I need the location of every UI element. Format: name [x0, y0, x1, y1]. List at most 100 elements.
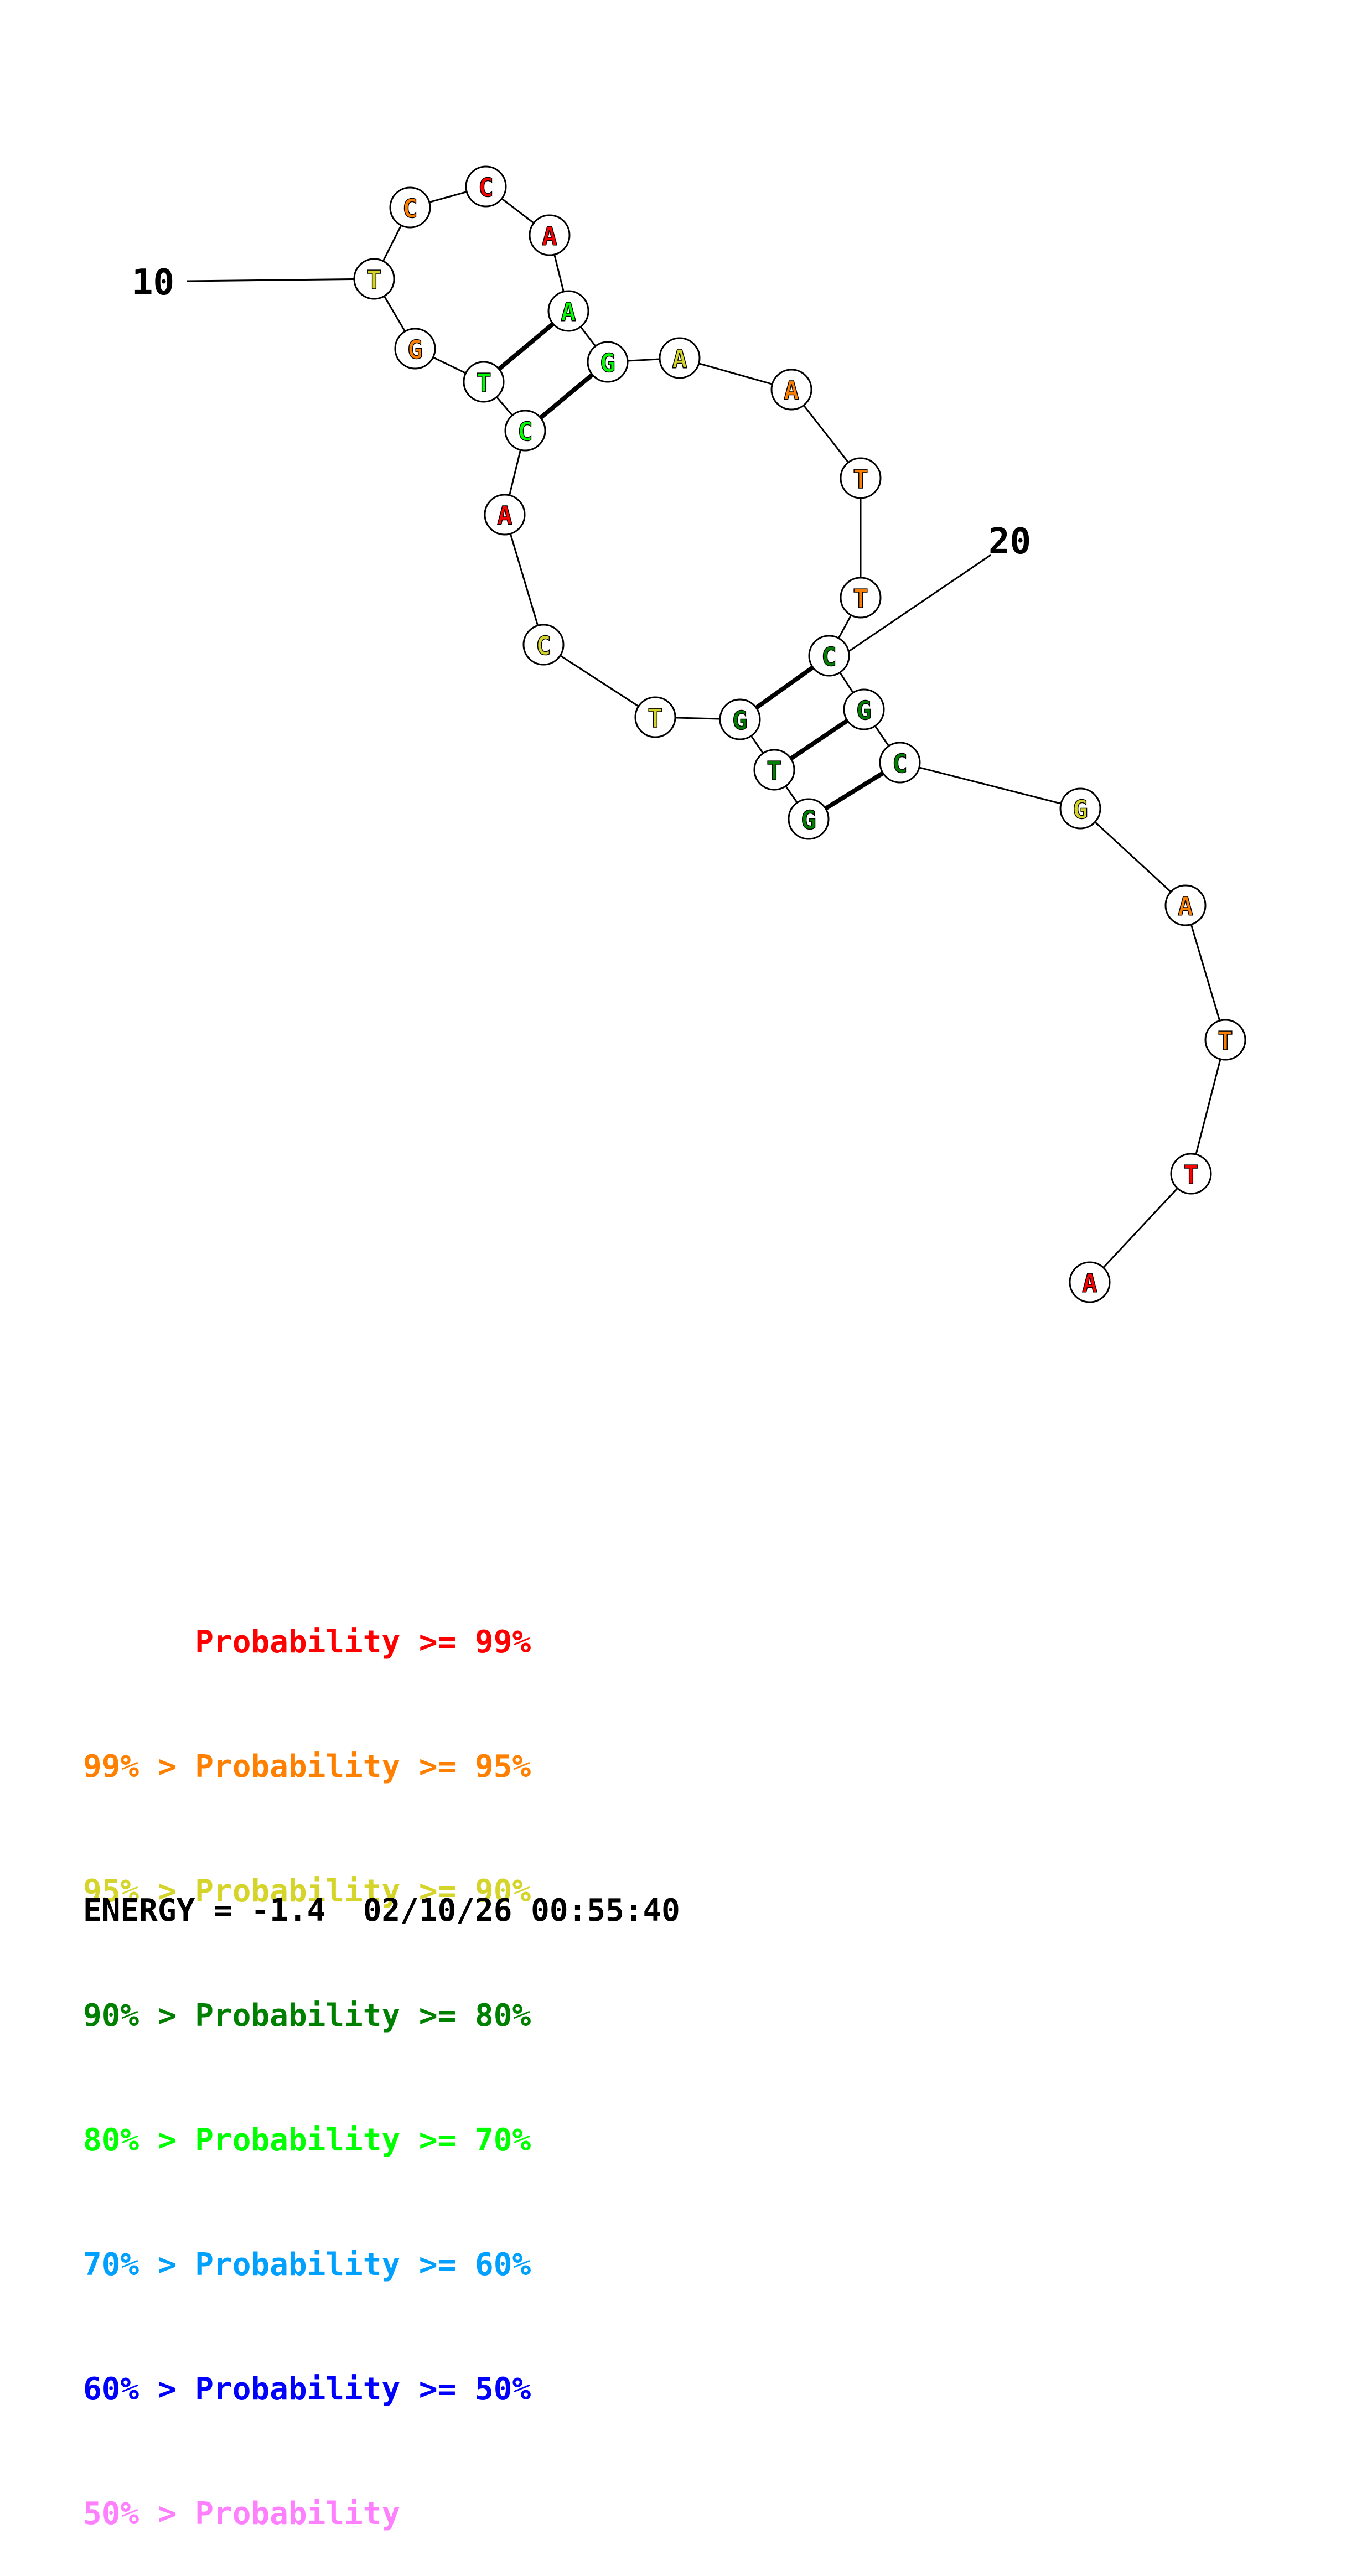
nucleotide-circle — [389, 186, 431, 229]
nucleotide-node: A — [1164, 884, 1207, 926]
position-ticks: 10 20 — [132, 262, 1031, 659]
nucleotide-letter: A — [672, 344, 687, 374]
legend-row-80: 90% > Probability >= 80% — [83, 1998, 531, 2034]
nucleotide-letter: A — [561, 297, 576, 327]
nucleotide-circle — [879, 742, 921, 784]
nucleotide-letter: C — [821, 642, 837, 672]
nucleotide-letter: A — [1178, 892, 1193, 921]
nucleotide-letter: T — [767, 756, 782, 786]
nucleotide-circle — [719, 698, 761, 740]
backbone-segment — [543, 644, 656, 718]
nucleotide-circle — [840, 577, 882, 619]
nucleotide-circle — [1170, 1153, 1212, 1195]
legend-row-below-50: 50% > Probability — [83, 2496, 401, 2532]
nucleotide-letter: C — [536, 631, 551, 661]
nucleotide-circle — [465, 165, 507, 208]
nucleotide-letter: T — [1183, 1160, 1199, 1190]
nucleotide-node: T — [840, 577, 882, 619]
nucleotide-circle — [1204, 1019, 1246, 1061]
nucleotide-circle — [504, 410, 546, 452]
nucleotide-circle — [843, 688, 885, 730]
tick-20-label: 20 — [988, 521, 1031, 562]
nucleotide-node: C — [504, 410, 546, 452]
backbone-segment — [1089, 1173, 1192, 1283]
nucleotide-letter: G — [600, 348, 615, 378]
nucleotide-circle — [1164, 884, 1207, 926]
nucleotide-letter: G — [407, 335, 423, 365]
tick-20-line — [838, 554, 991, 659]
nucleotide-node: T — [1170, 1153, 1212, 1195]
nucleotide-circle — [659, 337, 701, 379]
nucleotide-node: C — [389, 186, 431, 229]
nucleotide-node: C — [808, 635, 850, 677]
nucleotide-letter: T — [1218, 1026, 1233, 1056]
nucleotide-node: A — [484, 494, 526, 536]
nucleotide-circle — [634, 696, 676, 738]
nucleotide-node: C — [522, 624, 565, 666]
nucleotide-circle — [808, 635, 850, 677]
nucleotide-circle — [547, 290, 589, 332]
nucleotide-letter: A — [784, 376, 799, 406]
nucleotide-node: A — [659, 337, 701, 379]
nucleotide-letter: A — [542, 221, 557, 251]
nucleotide-node: G — [394, 328, 436, 370]
probability-legend: Probability >= 99% 99% > Probability >= … — [83, 1538, 531, 2576]
legend-row-70: 80% > Probability >= 70% — [83, 2122, 531, 2158]
nucleotide-letter: C — [517, 417, 533, 447]
legend-row-90: 95% > Probability >= 90% — [83, 1873, 531, 1909]
backbone-segment — [504, 514, 545, 645]
nucleotide-letter: T — [366, 265, 382, 295]
nucleotide-letter: T — [853, 584, 868, 614]
nucleotide-circle — [770, 369, 812, 411]
nucleotide-node: T — [840, 457, 882, 499]
nucleotide-letter: C — [478, 173, 494, 203]
nucleotide-circle — [788, 798, 830, 840]
legend-row-60: 70% > Probability >= 60% — [83, 2247, 531, 2283]
nucleotide-circle — [840, 457, 882, 499]
nucleotide-node: G — [843, 688, 885, 730]
backbone-lines — [373, 185, 1226, 1283]
nucleotide-node: A — [529, 214, 571, 256]
nucleotide-node: A — [547, 290, 589, 332]
nucleotide-node: G — [587, 341, 629, 383]
nucleotide-node: T — [353, 258, 395, 300]
nucleotide-letter: T — [648, 703, 663, 733]
nucleotide-circle — [394, 328, 436, 370]
nucleotide-circle — [587, 341, 629, 383]
legend-row-95: 99% > Probability >= 95% — [83, 1749, 531, 1785]
nucleotide-circle — [1069, 1261, 1111, 1303]
nucleotide-node: T — [463, 361, 505, 403]
backbone-segment — [899, 761, 1081, 810]
nucleotide-letter: T — [853, 464, 868, 494]
nucleotide-circle — [484, 494, 526, 536]
nucleotide-node: G — [1059, 787, 1101, 830]
legend-row-99: Probability >= 99% — [83, 1624, 531, 1660]
nucleotide-node: T — [1204, 1019, 1246, 1061]
legend-row-50: 60% > Probability >= 50% — [83, 2371, 531, 2407]
nucleotide-node: G — [719, 698, 761, 740]
nucleotide-circle — [463, 361, 505, 403]
nucleotide-letter: G — [1073, 795, 1088, 825]
nucleotide-circle — [1059, 787, 1101, 830]
nucleotide-node: T — [634, 696, 676, 738]
nucleotide-node: C — [465, 165, 507, 208]
nucleotide-letter: G — [856, 696, 872, 725]
nucleotide-node: A — [770, 369, 812, 411]
nucleotide-circle — [529, 214, 571, 256]
nucleotide-circle — [353, 258, 395, 300]
nucleotide-letter: G — [732, 706, 748, 735]
tick-10-line — [187, 278, 374, 282]
nucleotide-node: C — [879, 742, 921, 784]
backbone-segment — [1190, 1039, 1226, 1174]
tick-10-label: 10 — [132, 262, 174, 303]
nucleotide-letter: A — [1082, 1268, 1097, 1298]
nucleotide-letter: G — [801, 805, 816, 835]
nucleotide-circle — [522, 624, 565, 666]
nucleotide-letter: A — [497, 501, 512, 531]
base-pair-lines — [482, 309, 902, 821]
nucleotide-circle — [753, 749, 795, 791]
backbone-segment — [1184, 905, 1226, 1040]
nucleotide-letter: T — [476, 368, 491, 398]
